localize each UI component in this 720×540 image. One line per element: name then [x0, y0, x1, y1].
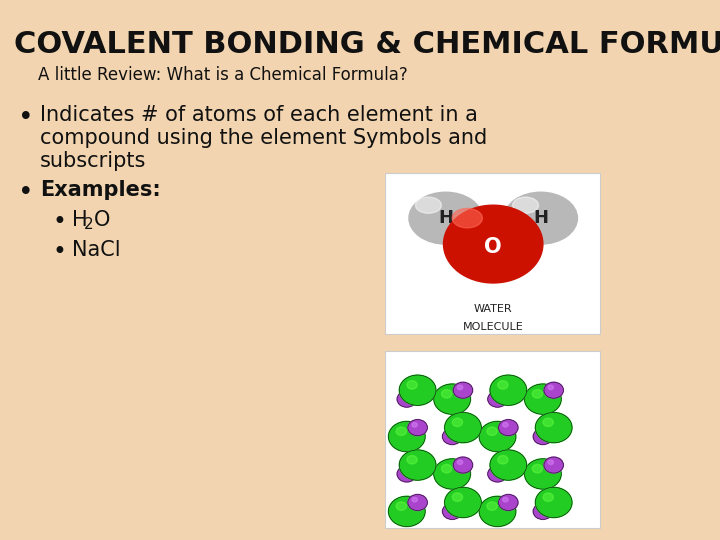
Text: •: •	[52, 240, 66, 264]
Ellipse shape	[452, 208, 482, 228]
Text: H: H	[72, 210, 88, 230]
Circle shape	[480, 496, 516, 526]
Circle shape	[503, 423, 508, 427]
Circle shape	[487, 427, 497, 435]
Text: •: •	[18, 105, 34, 131]
Text: O: O	[94, 210, 110, 230]
Circle shape	[433, 384, 471, 414]
Circle shape	[532, 464, 542, 473]
Circle shape	[543, 493, 553, 502]
Circle shape	[532, 389, 542, 398]
Circle shape	[396, 502, 406, 510]
Circle shape	[412, 497, 418, 502]
Circle shape	[408, 420, 428, 436]
Circle shape	[503, 497, 508, 502]
Text: H: H	[534, 209, 548, 227]
Circle shape	[433, 459, 471, 489]
Text: compound using the element Symbols and: compound using the element Symbols and	[40, 128, 487, 148]
Circle shape	[445, 487, 482, 518]
Circle shape	[548, 385, 554, 390]
Circle shape	[488, 466, 507, 482]
Circle shape	[492, 469, 498, 474]
Circle shape	[535, 487, 572, 518]
Circle shape	[446, 507, 452, 511]
Circle shape	[457, 460, 463, 464]
Circle shape	[452, 418, 462, 427]
Ellipse shape	[415, 197, 441, 213]
Text: A little Review: What is a Chemical Formula?: A little Review: What is a Chemical Form…	[38, 66, 408, 84]
FancyBboxPatch shape	[385, 351, 601, 529]
Circle shape	[407, 456, 417, 464]
Ellipse shape	[444, 205, 543, 283]
Circle shape	[396, 427, 406, 435]
Circle shape	[524, 384, 562, 414]
Text: MOLECULE: MOLECULE	[463, 322, 523, 332]
Circle shape	[445, 413, 482, 443]
Circle shape	[389, 421, 425, 451]
Ellipse shape	[504, 192, 577, 244]
Circle shape	[535, 413, 572, 443]
Circle shape	[399, 375, 436, 406]
Ellipse shape	[513, 197, 539, 213]
Text: H: H	[438, 209, 453, 227]
Circle shape	[533, 503, 553, 519]
Circle shape	[399, 450, 436, 480]
Circle shape	[487, 502, 497, 510]
Text: NaCl: NaCl	[72, 240, 121, 260]
Circle shape	[452, 493, 462, 502]
Text: subscripts: subscripts	[40, 151, 146, 171]
Circle shape	[401, 469, 407, 474]
Circle shape	[498, 420, 518, 436]
Circle shape	[498, 456, 508, 464]
Circle shape	[407, 381, 417, 389]
Circle shape	[401, 394, 407, 399]
Circle shape	[446, 431, 452, 436]
Circle shape	[442, 503, 462, 519]
Circle shape	[490, 450, 526, 480]
Text: O: O	[485, 237, 502, 258]
Text: Examples:: Examples:	[40, 180, 161, 200]
Circle shape	[480, 421, 516, 451]
Circle shape	[537, 431, 543, 436]
Circle shape	[490, 375, 526, 406]
Circle shape	[544, 382, 563, 398]
Text: •: •	[52, 210, 66, 234]
Text: COVALENT BONDING & CHEMICAL FORMULA: COVALENT BONDING & CHEMICAL FORMULA	[14, 30, 720, 59]
Circle shape	[397, 391, 416, 407]
Circle shape	[454, 457, 473, 473]
Circle shape	[441, 389, 451, 398]
Text: •: •	[18, 180, 34, 206]
Circle shape	[543, 418, 553, 427]
Circle shape	[408, 495, 428, 510]
Circle shape	[498, 495, 518, 510]
Circle shape	[544, 457, 563, 473]
Text: Indicates # of atoms of each element in a: Indicates # of atoms of each element in …	[40, 105, 478, 125]
Circle shape	[442, 429, 462, 444]
Circle shape	[412, 423, 418, 427]
Ellipse shape	[409, 192, 482, 244]
FancyBboxPatch shape	[385, 173, 601, 335]
Circle shape	[397, 466, 416, 482]
Circle shape	[498, 381, 508, 389]
Circle shape	[441, 464, 451, 473]
Circle shape	[454, 382, 473, 398]
Circle shape	[389, 496, 425, 526]
Circle shape	[524, 459, 562, 489]
Circle shape	[492, 394, 498, 399]
Circle shape	[457, 385, 463, 390]
Circle shape	[548, 460, 554, 464]
Text: WATER: WATER	[474, 304, 513, 314]
Circle shape	[533, 429, 553, 444]
Circle shape	[488, 391, 507, 407]
Circle shape	[537, 507, 543, 511]
Text: 2: 2	[84, 217, 94, 232]
